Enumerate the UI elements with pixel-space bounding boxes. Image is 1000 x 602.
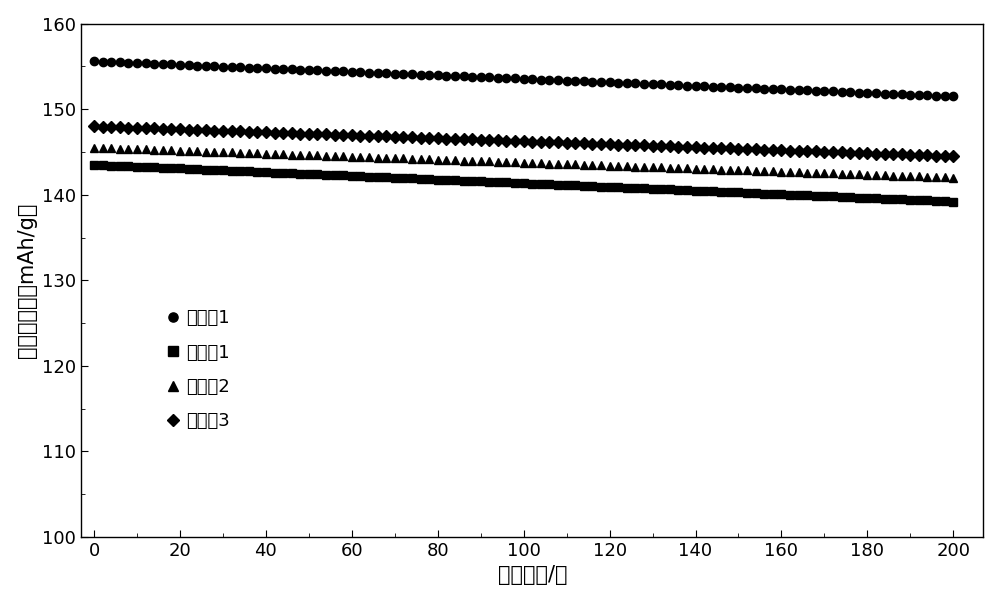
对比例3 bbox=[303, 130, 315, 137]
对比例2 bbox=[604, 162, 616, 169]
对比例2 bbox=[690, 165, 702, 172]
对比例2 bbox=[732, 167, 744, 174]
Line: 对比例2: 对比例2 bbox=[90, 143, 957, 182]
对比例2 bbox=[88, 144, 100, 151]
实施例1 bbox=[947, 93, 959, 100]
实施例1 bbox=[483, 74, 495, 81]
对比例3 bbox=[604, 141, 616, 148]
实施例1 bbox=[732, 84, 744, 92]
Line: 实施例1: 实施例1 bbox=[90, 57, 957, 101]
对比例1 bbox=[88, 161, 100, 169]
Y-axis label: 放电比容量（mAh/g）: 放电比容量（mAh/g） bbox=[17, 203, 37, 358]
Line: 对比例3: 对比例3 bbox=[90, 122, 957, 160]
对比例1 bbox=[732, 189, 744, 196]
实施例1 bbox=[88, 58, 100, 65]
实施例1 bbox=[604, 79, 616, 86]
对比例2 bbox=[483, 158, 495, 165]
对比例3 bbox=[947, 153, 959, 160]
对比例1 bbox=[483, 178, 495, 185]
对比例3 bbox=[732, 145, 744, 152]
对比例2 bbox=[148, 146, 160, 154]
对比例3 bbox=[690, 144, 702, 151]
对比例1 bbox=[690, 187, 702, 194]
对比例2 bbox=[947, 174, 959, 181]
Legend: 实施例1, 对比例1, 对比例2, 对比例3: 实施例1, 对比例1, 对比例2, 对比例3 bbox=[162, 304, 235, 435]
对比例1 bbox=[303, 170, 315, 178]
实施例1 bbox=[303, 66, 315, 73]
实施例1 bbox=[148, 60, 160, 67]
对比例3 bbox=[88, 123, 100, 130]
对比例3 bbox=[148, 125, 160, 132]
对比例1 bbox=[604, 183, 616, 190]
Line: 对比例1: 对比例1 bbox=[90, 161, 957, 206]
实施例1 bbox=[690, 82, 702, 90]
对比例1 bbox=[947, 198, 959, 205]
X-axis label: 循环次数/周: 循环次数/周 bbox=[498, 565, 567, 585]
对比例3 bbox=[483, 137, 495, 144]
对比例2 bbox=[303, 152, 315, 159]
对比例1 bbox=[148, 164, 160, 171]
